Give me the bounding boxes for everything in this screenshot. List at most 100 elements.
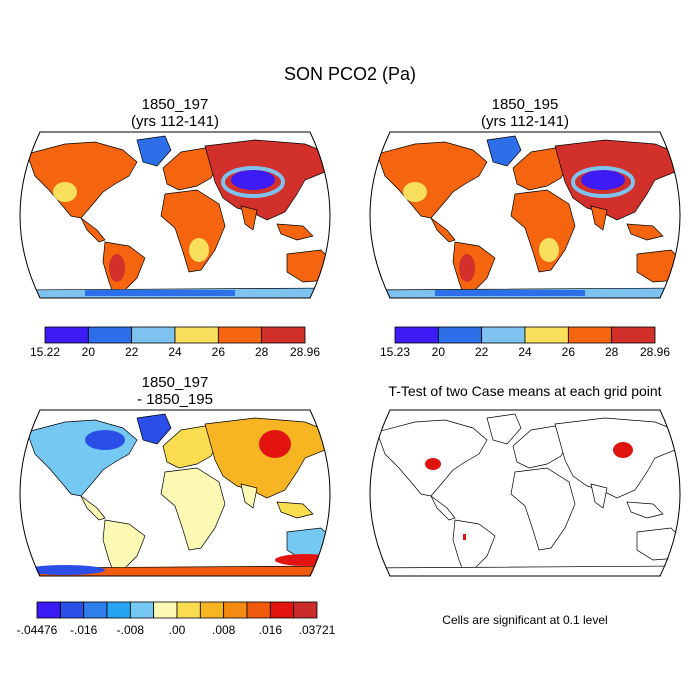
land-india-case2 — [590, 205, 608, 231]
mid-pco2-region-na — [403, 182, 427, 202]
panel-title-case2-line2: (yrs 112-141) — [480, 113, 570, 130]
colorbar-swatch — [567, 326, 613, 344]
land-sea-ttest — [626, 501, 664, 519]
land-ca-case1 — [80, 217, 106, 243]
panel-title-case2-line1: 1850_195 — [491, 96, 559, 113]
land-na-diff — [26, 419, 138, 497]
land-sea-diff — [276, 501, 314, 519]
land-af-diff — [160, 467, 226, 551]
land-sea-case1 — [276, 223, 314, 241]
land-greenland-diff — [136, 413, 172, 445]
panel-title-case2: 1850_195 (yrs 112-141) — [355, 96, 695, 130]
colorbar-swatch — [176, 601, 201, 619]
colorbar-swatch — [153, 601, 178, 619]
land-ca-ttest — [430, 495, 456, 521]
colorbar-label: 28.96 — [290, 345, 320, 359]
colorbar-label: .00 — [169, 623, 186, 637]
land-ca-case2 — [430, 217, 456, 243]
colorbar-label: 26 — [562, 345, 576, 359]
colorbar-label: 20 — [432, 345, 446, 359]
diff-pos-region-antarctic — [275, 554, 330, 566]
significance-note: Cells are significant at 0.1 level — [442, 613, 608, 627]
colorbar-swatch — [131, 326, 176, 344]
low-pco2-region-asia — [231, 170, 275, 190]
panel-title-diff-line1: 1850_197 — [141, 374, 209, 391]
low-pco2-region-asia — [581, 170, 625, 190]
map-outline-case1 — [19, 131, 331, 299]
diff-neg-region-na — [85, 430, 125, 450]
colorbar-swatch — [174, 326, 219, 344]
colorbar-swatch — [106, 601, 131, 619]
colorbar-label: 26 — [212, 345, 226, 359]
colorbar-swatch — [394, 326, 439, 344]
map-outline-diff — [19, 409, 331, 577]
colorbar-cb-diff: -.04476 -.016 -.008 .00 .008 .016 .03721 — [17, 601, 336, 637]
land-india-ttest — [590, 483, 608, 509]
land-as-ttest — [554, 417, 680, 499]
land-af-case2 — [510, 189, 576, 273]
land-au-case2 — [636, 249, 680, 283]
map-panel-case1 — [19, 131, 331, 299]
colorbar-swatch — [246, 601, 271, 619]
high-pco2-region-sa — [109, 254, 125, 282]
map-panel-case2 — [369, 131, 681, 299]
panel-title-case1-line1: 1850_197 — [141, 96, 209, 113]
antarctic-low-band — [435, 290, 585, 296]
colorbar-label: 28 — [605, 345, 619, 359]
antarctic-low-band — [85, 290, 235, 296]
colorbar-label: .03721 — [299, 623, 336, 637]
significant-cells-asia — [613, 442, 633, 458]
mid-pco2-region-africa — [189, 238, 209, 262]
colorbar-swatch — [437, 326, 483, 344]
high-pco2-region-sa — [459, 254, 475, 282]
land-greenland-case2 — [486, 135, 522, 167]
mid-pco2-ring-asia — [221, 166, 285, 198]
colorbar-label: 22 — [125, 345, 139, 359]
colorbar-label: 24 — [518, 345, 532, 359]
land-au-ttest — [636, 527, 680, 561]
land-na-case1 — [26, 141, 138, 219]
colorbar-label: -.008 — [117, 623, 145, 637]
colorbar-label: 15.23 — [380, 345, 410, 359]
land-ca-diff — [80, 495, 106, 521]
land-india-case1 — [240, 205, 258, 231]
map-panel-diff — [19, 409, 331, 577]
map-outline-case2 — [369, 131, 681, 299]
mid-pco2-ring-asia — [571, 166, 635, 198]
diff-pos-region-asia — [259, 430, 291, 458]
colorbar-swatch — [36, 601, 61, 619]
land-ant-ttest — [370, 565, 680, 577]
panel-title-ttest-line1: T-Test of two Case means at each grid po… — [388, 383, 662, 399]
panel-title-case1-line2: (yrs 112-141) — [130, 113, 220, 130]
colorbar-swatch — [223, 601, 248, 619]
colorbar-swatch — [59, 601, 85, 619]
land-na-ttest — [376, 419, 488, 497]
colorbar-label: 22 — [475, 345, 489, 359]
colorbar-label: 28.96 — [640, 345, 670, 359]
colorbar-swatch — [261, 326, 306, 344]
land-india-diff — [240, 483, 258, 509]
colorbar-label: 28 — [255, 345, 269, 359]
colorbar-cb-case1: 15.22 20 22 24 26 28 28.96 — [30, 326, 320, 359]
colorbar-label: 24 — [168, 345, 182, 359]
land-sea-case2 — [626, 223, 664, 241]
colorbar-swatch — [83, 601, 108, 619]
panel-title-case1: 1850_197 (yrs 112-141) — [5, 96, 345, 130]
panel-title-ttest: T-Test of two Case means at each grid po… — [355, 383, 695, 400]
map-outline-ttest — [369, 409, 681, 577]
diff-neg-region-antarctic — [25, 565, 105, 575]
land-greenland-case1 — [136, 135, 172, 167]
land-af-ttest — [510, 467, 576, 551]
land-au-case1 — [286, 249, 330, 283]
colorbar-swatch — [269, 601, 295, 619]
colorbar-swatch — [199, 601, 225, 619]
colorbar-label: 20 — [82, 345, 96, 359]
colorbar-label: .016 — [259, 623, 283, 637]
colorbar-label: 15.22 — [30, 345, 60, 359]
significant-cells-sa — [463, 534, 466, 540]
land-greenland-ttest — [486, 413, 522, 445]
land-na-case2 — [376, 141, 488, 219]
colorbar-swatch — [481, 326, 526, 344]
colorbar-swatch — [129, 601, 155, 619]
